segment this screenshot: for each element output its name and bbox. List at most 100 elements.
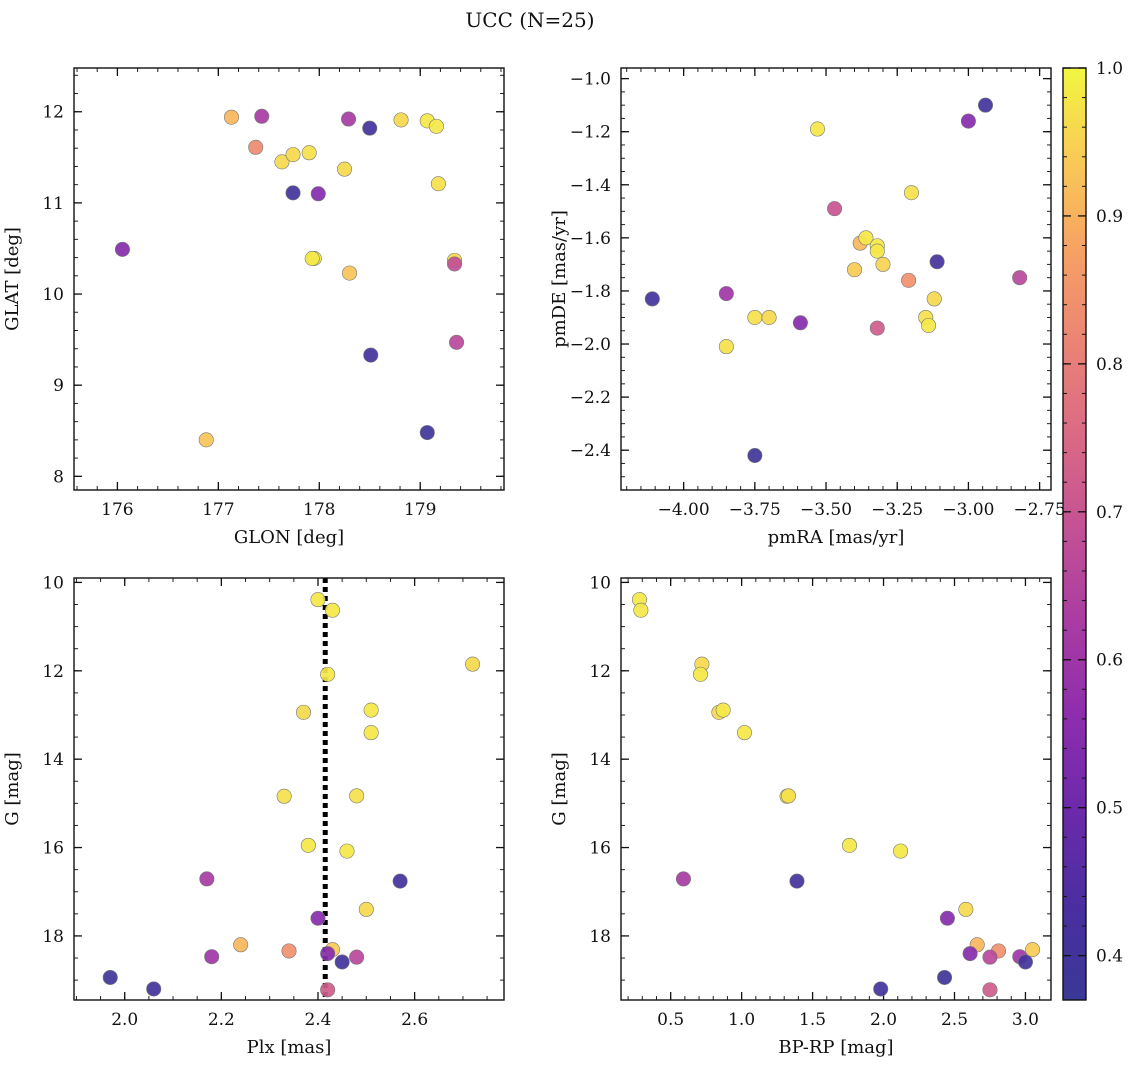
y-tick-label: 9 [53,376,64,396]
scatter-point [428,118,444,134]
scatter-point [789,873,805,889]
y-tick-label: 18 [42,927,64,947]
scatter-point [841,837,857,853]
y-tick-label: −1.0 [570,70,611,90]
x-tick-label: −3.25 [871,500,923,520]
panel-4: 0.5 1.0 1.5 2.0 2.5 3.0 10 12 14 16 18 BP-RP [mag] G… [549,573,1052,1058]
scatter-point [847,262,863,278]
scatter-point [873,981,889,997]
scatter-point [675,871,691,887]
scatter-point [718,286,734,302]
x-tick-label: 178 [303,500,335,520]
scatter-point [430,176,446,192]
x-tick-label: −3.75 [729,500,781,520]
axes-frame [620,577,1052,1001]
scatter-point [875,256,891,272]
scatter-point [320,666,336,682]
scatter-point [233,937,249,953]
scatter-point [780,788,796,804]
scatter-point [1017,954,1033,970]
scatter-points [644,97,1028,463]
axes-frame [620,67,1052,491]
scatter-point [393,112,409,128]
scatter-point [310,592,326,608]
y-axis-label: G [mag] [2,752,23,825]
y-tick-label: 8 [53,467,64,487]
y-tick-label: −2.0 [570,335,611,355]
scatter-point [962,946,978,962]
x-tick-label: 2.4 [304,1010,331,1030]
scatter-point [342,265,358,281]
scatter-point [276,788,292,804]
scatter-point [827,201,843,217]
scatter-point [295,704,311,720]
scatter-point [869,320,885,336]
axes-frame [73,67,505,491]
scatter-point [449,334,465,350]
scatter-point [349,788,365,804]
scatter-point [358,901,374,917]
scatter-point [320,982,336,998]
scatter-point [300,837,316,853]
x-tick-label: 2.6 [401,1010,428,1030]
y-axis-label: pmDE [mas/yr] [549,210,570,348]
scatter-point [921,317,937,333]
x-axis-label: pmRA [mas/yr] [768,527,905,548]
y-tick-label: −1.6 [570,229,611,249]
scatter-point [199,871,215,887]
scatter-point [926,291,942,307]
x-tick-label: 179 [404,500,436,520]
scatter-point [736,725,752,741]
scatter-point [958,901,974,917]
scatter-point [392,873,408,889]
x-tick-label: 1.0 [728,1010,755,1030]
scatter-point [363,725,379,741]
colorbar-tick-label: 0.4 [1096,947,1123,967]
scatter-points [631,592,1041,998]
scatter-point [929,254,945,270]
scatter-point [304,250,320,266]
scatter-point [310,186,326,202]
figure-title: UCC (N=25) [465,8,594,32]
scatter-point [747,309,763,325]
scatter-point [281,943,297,959]
scatter-point [715,702,731,718]
y-tick-label: 10 [42,285,64,305]
scatter-point [337,161,353,177]
scatter-point [334,954,350,970]
scatter-point [362,120,378,136]
y-tick-label: 14 [42,750,64,770]
scatter-point [363,347,379,363]
scatter-point [310,910,326,926]
x-tick-label: 177 [202,500,234,520]
colorbar-frame [1062,67,1087,1001]
x-tick-label: 2.2 [208,1010,235,1030]
scatter-point [274,154,290,170]
scatter-point [1025,942,1041,958]
scatter-points [114,108,465,448]
colorbar-tick-label: 0.6 [1096,651,1123,671]
scatter-point [633,602,649,618]
colorbar-tick-label: 0.8 [1096,355,1123,375]
scatter-point [718,339,734,355]
colorbar-tick-label: 0.5 [1096,799,1123,819]
x-tick-label: −4.00 [658,500,710,520]
y-tick-label: −1.2 [570,123,611,143]
scatter-point [792,315,808,331]
y-tick-label: 16 [42,839,64,859]
panel-2: −4.00 −3.75 −3.50 −3.25 −3.00 −2.75 −2.4 −2.2 −2… [549,67,1066,548]
x-tick-label: −2.75 [1014,500,1066,520]
scatter-point [204,949,220,965]
scatter-point [198,432,214,448]
y-tick-label: −2.2 [570,388,611,408]
scatter-point [644,291,660,307]
scatter-point [320,946,336,962]
scatter-point [858,230,874,246]
colorbar-tick-label: 0.7 [1096,503,1123,523]
x-tick-label: 0.5 [657,1010,684,1030]
major-ticks [74,578,504,1000]
y-tick-label: 12 [42,103,64,123]
colorbar-tick-label: 0.9 [1096,207,1123,227]
scatter-point [363,702,379,718]
